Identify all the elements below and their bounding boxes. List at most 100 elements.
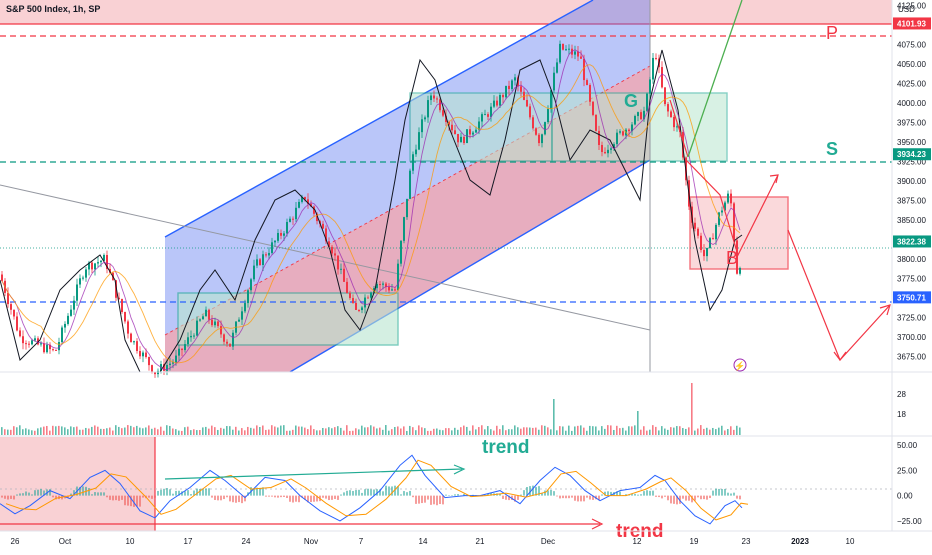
volume-bar: [514, 425, 516, 435]
volume-bar: [355, 428, 357, 435]
time-tick-label: Oct: [59, 537, 72, 546]
volume-bar: [577, 425, 579, 435]
volume-bar: [451, 430, 453, 435]
candle-body: [157, 370, 159, 375]
candle-body: [610, 148, 612, 150]
macd-histogram-bar: [640, 494, 642, 496]
volume-bar: [208, 428, 210, 435]
volume-bar: [400, 428, 402, 435]
event-bolt-icon[interactable]: [733, 358, 747, 372]
candle-body: [280, 232, 282, 236]
candle-body: [562, 43, 564, 50]
volume-bar: [127, 425, 129, 435]
volume-bar: [466, 426, 468, 435]
macd-histogram-bar: [415, 495, 417, 504]
volume-bar: [649, 429, 651, 435]
macd-histogram-bar: [502, 495, 504, 499]
macd-histogram-bar: [322, 495, 324, 498]
macd-histogram-bar: [220, 495, 222, 501]
volume-bar: [289, 430, 291, 435]
candle-body: [559, 43, 561, 63]
macd-histogram-bar: [451, 495, 453, 496]
volume-bar: [652, 425, 654, 435]
candle-body: [655, 57, 657, 59]
candle-body: [355, 302, 357, 310]
volume-bar: [481, 425, 483, 435]
volume-bar: [73, 427, 75, 435]
volume-bar: [109, 427, 111, 435]
macd-histogram-bar: [265, 495, 267, 497]
volume-bar: [619, 428, 621, 435]
volume-bar: [229, 426, 231, 435]
macd-histogram-bar: [694, 495, 696, 501]
macd-histogram-bar: [241, 495, 243, 504]
volume-bar: [604, 428, 606, 435]
volume-bar: [421, 427, 423, 435]
macd-tick-label: 0.00: [897, 492, 913, 501]
candle-body: [73, 300, 75, 310]
macd-histogram-bar: [121, 495, 123, 500]
candle-body: [403, 217, 405, 241]
candle-body: [451, 124, 453, 131]
volume-bar: [487, 426, 489, 435]
candle-body: [22, 336, 24, 344]
volume-bar: [178, 430, 180, 435]
candle-body: [583, 58, 585, 81]
macd-histogram-bar: [229, 495, 231, 502]
macd-histogram-bar: [148, 495, 150, 498]
macd-histogram-bar: [670, 495, 672, 504]
volume-bar: [595, 426, 597, 435]
volume-bar: [130, 425, 132, 435]
volume-bar: [223, 428, 225, 435]
volume-bar: [160, 426, 162, 435]
candle-body: [25, 343, 27, 345]
macd-histogram-bar: [421, 495, 423, 504]
volume-bar: [100, 428, 102, 435]
candle-body: [607, 149, 609, 154]
candle-body: [412, 154, 414, 171]
volume-bar: [268, 429, 270, 435]
volume-bar: [64, 427, 66, 435]
candle-body: [526, 99, 528, 107]
macd-histogram-bar: [10, 495, 12, 499]
candle-body: [265, 254, 267, 256]
macd-histogram-bar: [544, 490, 546, 496]
candle-body: [484, 114, 486, 116]
candle-body: [1, 274, 3, 281]
volume-bar: [121, 428, 123, 435]
volume-bar: [418, 425, 420, 435]
volume-bar: [34, 430, 36, 435]
volume-bar: [151, 428, 153, 435]
candle-body: [331, 246, 333, 254]
macd-histogram-bar: [373, 489, 375, 496]
candle-body: [364, 297, 366, 308]
macd-histogram-bar: [661, 495, 663, 499]
candle-body: [133, 341, 135, 343]
volume-bar: [52, 425, 54, 435]
volume-bar: [13, 426, 15, 435]
volume-bar: [115, 425, 117, 435]
macd-histogram-bar: [583, 495, 585, 502]
candle-body: [724, 202, 726, 211]
candle-body: [259, 259, 261, 265]
volume-bar: [643, 426, 645, 435]
candle-body: [298, 201, 300, 208]
volume-bar: [502, 425, 504, 435]
volume-bar: [739, 427, 741, 435]
macd-trend-arrow-head: [453, 464, 466, 475]
candle-body: [478, 121, 480, 130]
volume-bar: [505, 430, 507, 435]
volume-bar: [478, 427, 480, 435]
macd-histogram-bar: [706, 495, 708, 500]
candle-body: [346, 281, 348, 294]
volume-bar: [319, 430, 321, 435]
volume-bar: [244, 430, 246, 435]
candle-body: [418, 132, 420, 150]
candle-body: [220, 326, 222, 335]
candle-body: [613, 144, 615, 149]
macd-histogram-bar: [607, 491, 609, 496]
volume-bar: [124, 427, 126, 435]
s-level-label: 3934.23: [897, 150, 926, 159]
macd-histogram-bar: [379, 489, 381, 496]
macd-histogram-bar: [397, 486, 399, 496]
